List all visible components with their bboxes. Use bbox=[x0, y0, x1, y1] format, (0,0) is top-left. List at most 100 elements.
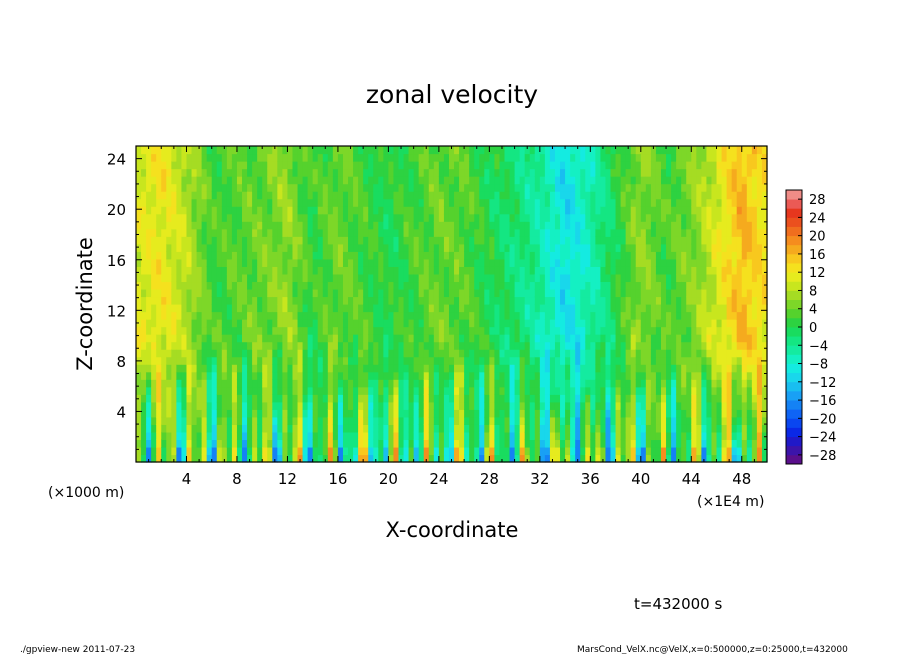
heat-cell bbox=[322, 213, 329, 222]
heat-cell bbox=[226, 168, 233, 177]
heat-cell bbox=[671, 153, 677, 162]
heat-cell bbox=[181, 454, 188, 463]
heat-cell bbox=[262, 236, 268, 245]
heat-cell bbox=[342, 386, 349, 395]
heat-cell bbox=[282, 288, 289, 298]
heat-cell bbox=[166, 281, 172, 290]
heat-cell bbox=[302, 341, 309, 350]
heat-cell bbox=[620, 416, 627, 425]
heat-cell bbox=[676, 288, 682, 298]
heat-cell bbox=[327, 334, 334, 343]
heat-cell bbox=[277, 341, 283, 350]
heat-cell bbox=[307, 213, 314, 222]
heat-cell bbox=[539, 168, 546, 177]
heat-cell bbox=[438, 356, 445, 365]
heat-cell bbox=[151, 326, 157, 335]
heat-cell bbox=[635, 401, 642, 410]
heat-cell bbox=[216, 161, 223, 170]
heat-cell bbox=[393, 424, 400, 433]
heat-cell bbox=[403, 319, 410, 328]
heat-cell bbox=[221, 236, 228, 245]
heat-cell bbox=[585, 176, 591, 185]
heat-cell bbox=[666, 273, 672, 283]
heat-cell bbox=[383, 243, 389, 252]
heat-cell bbox=[151, 416, 157, 425]
heat-cell bbox=[706, 228, 713, 237]
heat-cell bbox=[671, 221, 677, 230]
heat-cell bbox=[327, 206, 334, 215]
heat-cell bbox=[353, 431, 359, 441]
heat-cell bbox=[534, 394, 541, 403]
heat-cell bbox=[625, 288, 632, 298]
heat-cell bbox=[464, 439, 470, 448]
heat-cell bbox=[691, 168, 697, 177]
heat-cell bbox=[211, 379, 218, 388]
heat-cell bbox=[701, 446, 708, 456]
heat-cell bbox=[494, 251, 501, 260]
heat-cell bbox=[701, 183, 708, 192]
heat-cell bbox=[479, 371, 485, 380]
heat-cell bbox=[615, 304, 622, 313]
heat-cell bbox=[388, 288, 395, 298]
heat-cell bbox=[171, 319, 177, 328]
heat-cell bbox=[691, 176, 697, 185]
heat-cell bbox=[358, 281, 364, 290]
heat-cell bbox=[716, 243, 723, 252]
heat-cell bbox=[519, 198, 526, 207]
heat-cell bbox=[549, 334, 556, 343]
heat-cell bbox=[575, 236, 581, 245]
heat-cell bbox=[640, 446, 647, 456]
heat-cell bbox=[353, 409, 359, 418]
heat-cell bbox=[544, 371, 551, 380]
heat-cell bbox=[292, 371, 299, 380]
heat-cell bbox=[206, 198, 213, 207]
heat-cell bbox=[156, 176, 162, 185]
heat-cell bbox=[262, 281, 268, 290]
heat-cell bbox=[585, 409, 591, 418]
heat-cell bbox=[282, 273, 289, 283]
heat-cell bbox=[433, 198, 440, 207]
heat-cell bbox=[231, 379, 238, 388]
heat-cell bbox=[201, 394, 208, 403]
heat-cell bbox=[151, 266, 157, 275]
heat-cell bbox=[146, 146, 152, 155]
heat-cell bbox=[676, 311, 682, 320]
heat-cell bbox=[368, 176, 374, 185]
heat-cell bbox=[413, 153, 420, 162]
heat-cell bbox=[408, 183, 415, 192]
heat-cell bbox=[504, 364, 511, 373]
heat-cell bbox=[221, 266, 228, 275]
heat-cell bbox=[428, 394, 435, 403]
heat-cell bbox=[388, 326, 395, 335]
heat-cell bbox=[191, 221, 198, 230]
heat-cell bbox=[211, 356, 218, 365]
heat-cell bbox=[262, 439, 268, 448]
heat-cell bbox=[403, 213, 410, 222]
heat-cell bbox=[544, 409, 551, 418]
heat-cell bbox=[676, 191, 682, 200]
heat-cell bbox=[272, 258, 278, 267]
heat-cell bbox=[247, 454, 253, 463]
heat-cell bbox=[645, 296, 652, 305]
heat-cell bbox=[388, 364, 395, 373]
heat-cell bbox=[585, 146, 591, 155]
heat-cell bbox=[247, 168, 253, 177]
heat-cell bbox=[635, 228, 642, 237]
heat-cell bbox=[287, 198, 294, 207]
heat-cell bbox=[666, 439, 672, 448]
heat-cell bbox=[151, 213, 157, 222]
heat-cell bbox=[221, 371, 228, 380]
heat-cell bbox=[141, 176, 147, 185]
heat-cell bbox=[660, 379, 667, 388]
heat-cell bbox=[373, 334, 379, 343]
heat-cell bbox=[489, 416, 496, 425]
heat-cell bbox=[671, 326, 677, 335]
heat-cell bbox=[166, 251, 172, 260]
heat-cell bbox=[696, 334, 702, 343]
heat-cell bbox=[539, 161, 546, 170]
heat-cell bbox=[595, 198, 602, 207]
heat-cell bbox=[191, 243, 198, 252]
heat-cell bbox=[696, 401, 702, 410]
heat-cell bbox=[676, 273, 682, 283]
heat-cell bbox=[196, 334, 203, 343]
